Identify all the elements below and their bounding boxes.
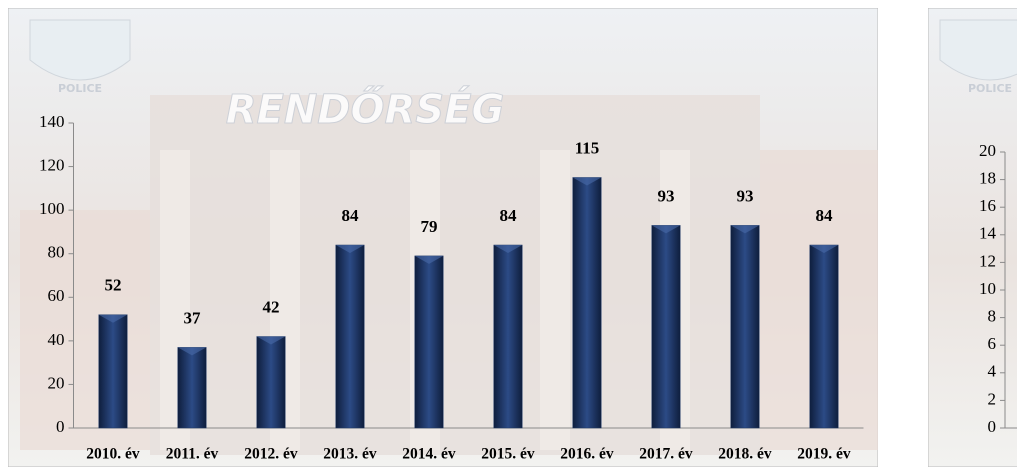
y-tick-label: 18 (979, 169, 996, 188)
value-label: 84 (500, 206, 518, 225)
value-label: 37 (184, 308, 202, 327)
y-tick-label: 6 (988, 334, 997, 353)
bar (178, 347, 206, 428)
x-tick-label: 2011. év (166, 446, 219, 463)
bar (494, 245, 522, 428)
y-tick-label: 80 (48, 243, 65, 262)
y-tick-label: 8 (988, 307, 997, 326)
y-tick-label: 12 (979, 251, 996, 270)
y-tick-label: 16 (979, 196, 996, 215)
photo-badge: POLICE (968, 82, 1012, 95)
bar (652, 225, 680, 428)
y-tick-label: 4 (988, 362, 997, 381)
photo-sign: RENDŐRSÉG (226, 84, 505, 133)
y-tick-label: 20 (48, 373, 65, 392)
photo-background (928, 8, 1017, 467)
value-label: 93 (658, 186, 675, 205)
y-tick-label: 0 (56, 417, 65, 436)
bar (99, 315, 127, 428)
bar (336, 245, 364, 428)
page: RENDŐRSÉGPOLICE0204060801001201402010. é… (0, 0, 1017, 467)
y-tick-label: 60 (48, 286, 65, 305)
value-label: 84 (342, 206, 360, 225)
value-label: 115 (575, 138, 600, 157)
y-tick-label: 120 (39, 155, 65, 174)
bar (257, 337, 285, 429)
bar (731, 225, 759, 428)
bar (573, 177, 601, 428)
x-tick-label: 2019. év (797, 446, 851, 463)
value-label: 42 (263, 297, 280, 316)
y-tick-label: 40 (48, 330, 65, 349)
bar (810, 245, 838, 428)
x-tick-label: 2016. év (560, 446, 614, 463)
x-tick-label: 2017. év (639, 446, 693, 463)
y-tick-label: 0 (988, 417, 997, 436)
y-tick-label: 100 (39, 199, 65, 218)
value-label: 52 (105, 276, 122, 295)
value-label: 84 (816, 206, 834, 225)
x-tick-label: 2014. év (402, 446, 456, 463)
x-tick-label: 2010. év (86, 446, 140, 463)
x-tick-label: 2012. év (244, 446, 298, 463)
x-tick-label: 2015. év (481, 446, 535, 463)
bar (415, 256, 443, 428)
y-tick-label: 2 (988, 389, 997, 408)
y-tick-label: 140 (39, 112, 65, 131)
y-tick-label: 20 (979, 141, 996, 160)
x-tick-label: 2013. év (323, 446, 377, 463)
y-tick-label: 14 (979, 224, 997, 243)
value-label: 93 (737, 186, 754, 205)
photo-badge: POLICE (58, 82, 102, 95)
y-tick-label: 10 (979, 279, 996, 298)
x-tick-label: 2018. év (718, 446, 772, 463)
value-label: 79 (421, 217, 438, 236)
